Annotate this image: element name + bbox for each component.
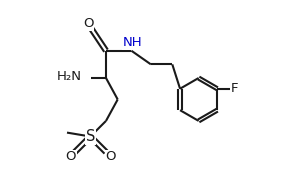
- Text: O: O: [106, 151, 116, 163]
- Text: S: S: [86, 129, 95, 144]
- Text: H₂N: H₂N: [57, 70, 81, 82]
- Text: O: O: [83, 17, 94, 30]
- Text: O: O: [66, 151, 76, 163]
- Text: F: F: [231, 82, 238, 95]
- Text: NH: NH: [122, 36, 142, 49]
